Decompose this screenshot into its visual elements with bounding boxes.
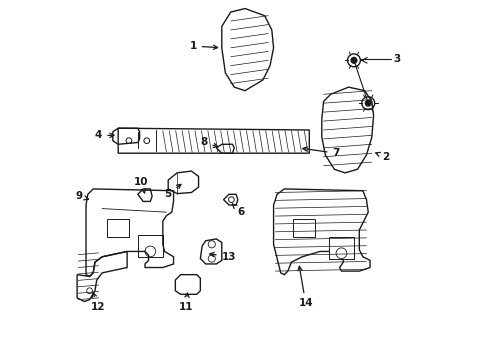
Bar xyxy=(293,219,315,237)
Circle shape xyxy=(351,58,357,63)
Text: 6: 6 xyxy=(232,204,245,217)
Text: 2: 2 xyxy=(376,152,390,162)
Bar xyxy=(107,219,129,237)
Text: 13: 13 xyxy=(210,252,236,262)
Bar xyxy=(329,237,354,258)
Text: 8: 8 xyxy=(200,138,218,148)
Circle shape xyxy=(366,100,371,106)
Text: 14: 14 xyxy=(298,266,313,308)
Text: 10: 10 xyxy=(134,177,148,193)
Text: 4: 4 xyxy=(95,130,114,140)
Text: 5: 5 xyxy=(165,184,181,199)
Text: 1: 1 xyxy=(190,41,218,51)
Text: 7: 7 xyxy=(303,147,340,158)
Text: 9: 9 xyxy=(75,191,88,201)
Text: 12: 12 xyxy=(91,293,106,312)
Text: 3: 3 xyxy=(393,54,400,64)
Text: 11: 11 xyxy=(179,293,194,312)
Bar xyxy=(138,235,163,257)
